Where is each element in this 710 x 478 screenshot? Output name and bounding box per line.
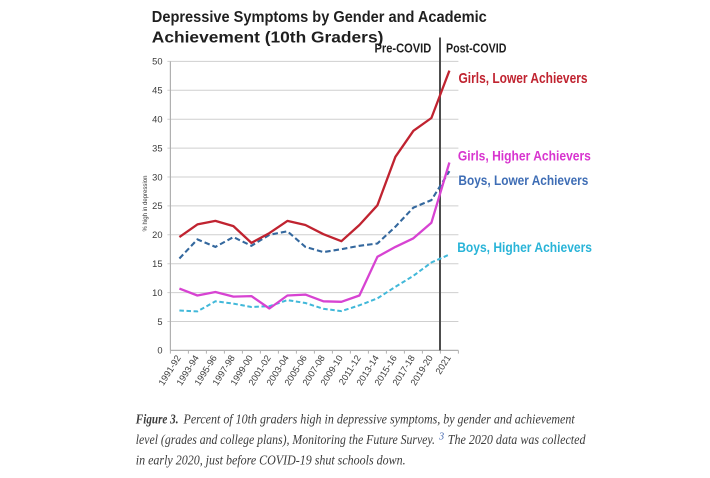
svg-text:10: 10 bbox=[152, 288, 162, 298]
svg-text:level (grades and college plan: level (grades and college plans), Monito… bbox=[136, 432, 435, 447]
svg-text:45: 45 bbox=[152, 86, 162, 96]
svg-text:Boys, Higher Achievers: Boys, Higher Achievers bbox=[457, 240, 592, 255]
svg-text:Girls, Lower Achievers: Girls, Lower Achievers bbox=[459, 71, 588, 87]
svg-text:15: 15 bbox=[152, 259, 162, 269]
svg-text:Percent of 10th graders high i: Percent of 10th graders high in depressi… bbox=[183, 412, 575, 427]
svg-text:Pre-COVID: Pre-COVID bbox=[375, 41, 432, 56]
svg-text:25: 25 bbox=[152, 201, 162, 211]
svg-text:Post-COVID: Post-COVID bbox=[446, 41, 506, 56]
svg-text:20: 20 bbox=[152, 230, 162, 240]
svg-text:Depressive Symptoms by Gender: Depressive Symptoms by Gender and Academ… bbox=[152, 9, 487, 26]
svg-text:Boys, Lower Achievers: Boys, Lower Achievers bbox=[458, 173, 588, 188]
svg-text:Girls, Higher Achievers: Girls, Higher Achievers bbox=[458, 149, 591, 164]
svg-text:Achievement (10th Graders): Achievement (10th Graders) bbox=[152, 30, 384, 47]
svg-text:The 2020 data was collected: The 2020 data was collected bbox=[448, 432, 586, 447]
svg-text:0: 0 bbox=[157, 346, 162, 356]
svg-text:35: 35 bbox=[152, 143, 162, 153]
svg-text:3: 3 bbox=[438, 432, 444, 443]
svg-text:5: 5 bbox=[157, 317, 162, 327]
svg-text:40: 40 bbox=[152, 115, 162, 125]
svg-text:50: 50 bbox=[152, 57, 162, 67]
svg-text:in early 2020, just before COV: in early 2020, just before COVID-19 shut… bbox=[136, 453, 406, 468]
svg-text:Figure 3.: Figure 3. bbox=[135, 412, 179, 427]
svg-text:30: 30 bbox=[152, 172, 162, 182]
svg-text:% high in depression: % high in depression bbox=[142, 175, 149, 231]
